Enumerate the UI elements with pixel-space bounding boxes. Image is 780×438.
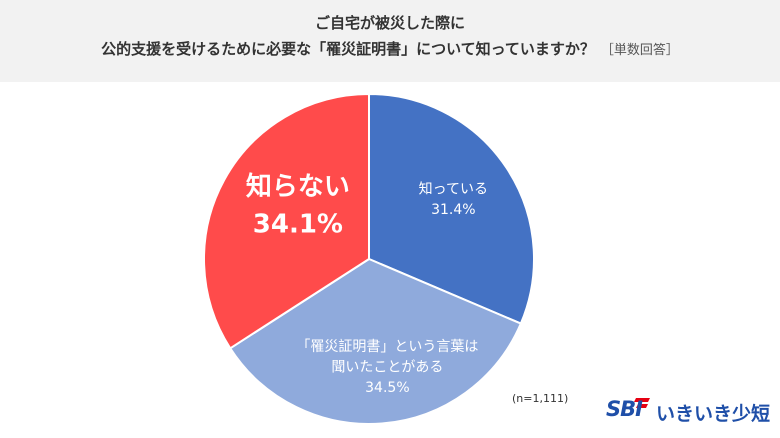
slice-value-1: 31.4%: [431, 202, 475, 218]
slice-value-3: 34.1%: [253, 210, 343, 240]
pie-slice-1: [368, 92, 535, 325]
logo-name: いきいき少短: [656, 403, 771, 425]
logo-brand: SBI: [606, 397, 643, 421]
slice-label-1-line-1: 知っている: [419, 181, 488, 198]
pie-slice-3: [203, 92, 370, 350]
title-banner: ご自宅が被災した際に 公的支援を受けるために必要な「罹災証明書」について知ってい…: [0, 0, 780, 82]
sample-size-label: (n=1,111): [512, 392, 569, 405]
answer-type-note: ［単数回答］: [600, 43, 679, 58]
slice-label-3-line-1: 知らない: [246, 172, 350, 202]
slice-label-2-line-1: 「罹災証明書」という言葉は: [296, 339, 478, 355]
company-logo: SBI いきいき少短: [606, 396, 774, 426]
chart-title-line2: 公的支援を受けるために必要な「罹災証明書」について知っていますか？ ［単数回答］: [0, 38, 780, 59]
pie-slice-2: [228, 257, 523, 425]
chart-title-line2-text: 公的支援を受けるために必要な「罹災証明書」について知っていますか？: [101, 40, 595, 58]
logo-mark-icon: [634, 398, 650, 408]
chart-title-line1: ご自宅が被災した際に: [314, 14, 465, 32]
slice-value-2: 34.5%: [365, 380, 409, 396]
slice-label-2-line-2: 聞いたことがある: [331, 359, 443, 375]
